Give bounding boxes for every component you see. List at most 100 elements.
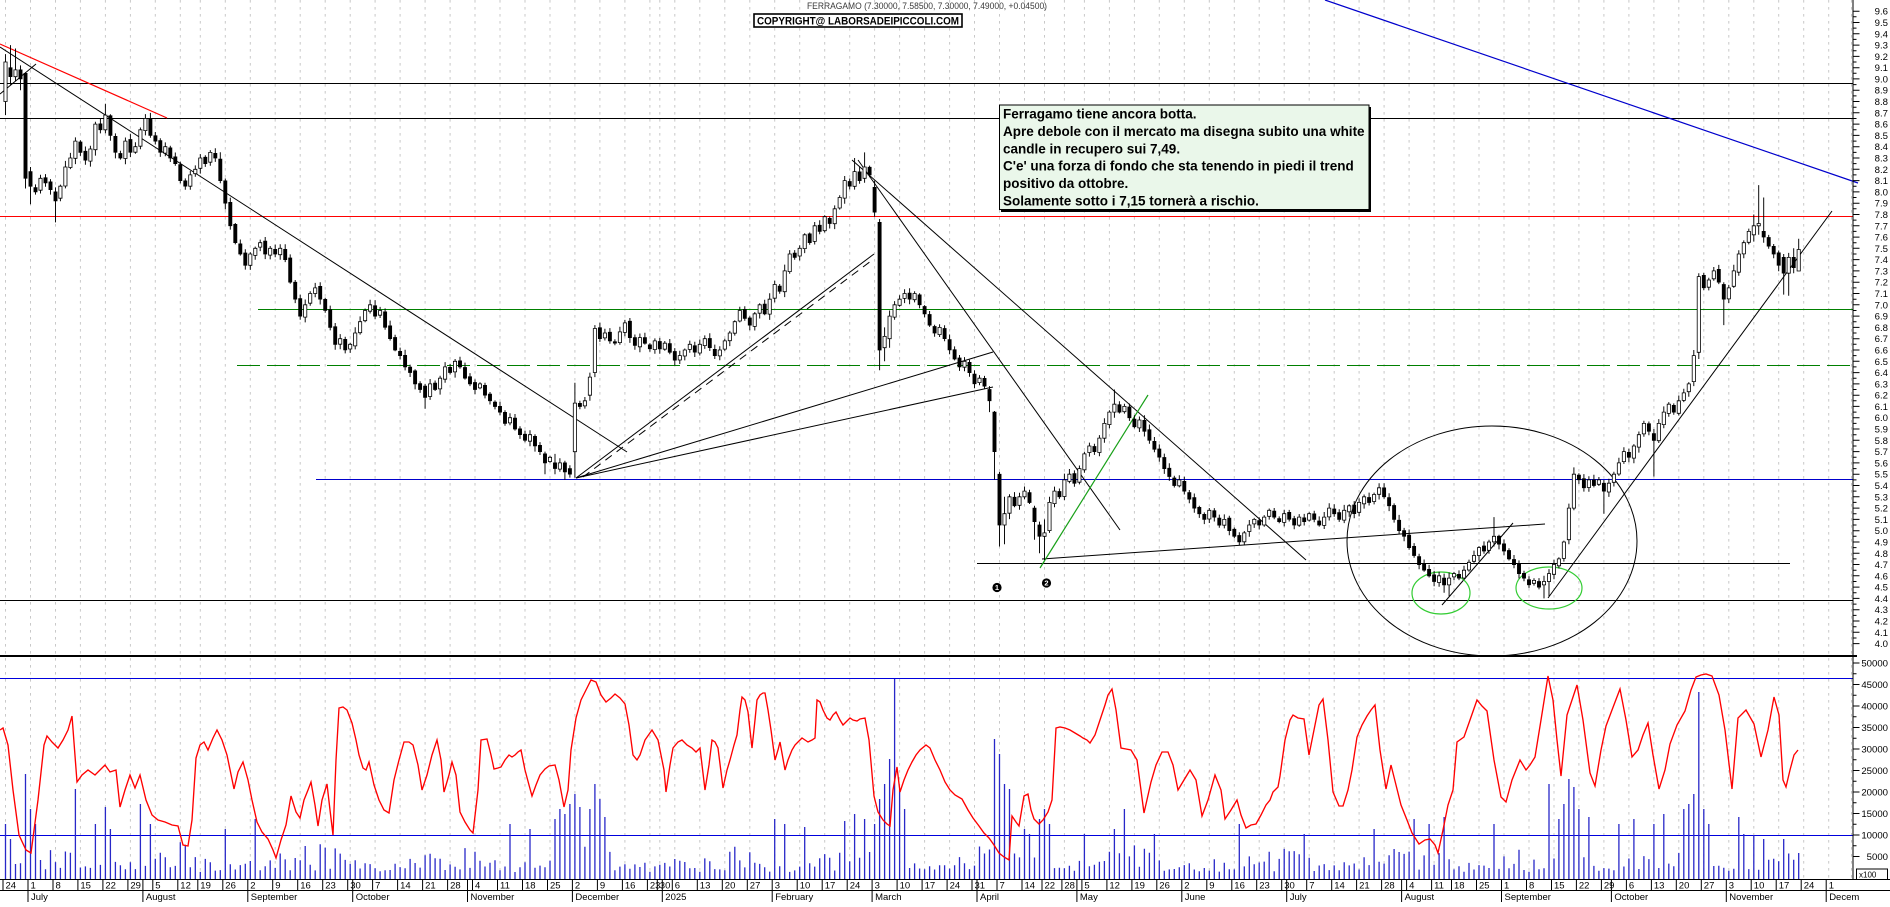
svg-text:C'e' una forza di fondo che st: C'e' una forza di fondo che sta tenendo …: [1003, 159, 1354, 174]
svg-text:4.1: 4.1: [1875, 628, 1888, 639]
svg-text:23: 23: [1259, 881, 1270, 892]
svg-text:22: 22: [1579, 881, 1590, 892]
svg-text:10: 10: [900, 881, 911, 892]
svg-text:December: December: [575, 892, 619, 902]
svg-text:9: 9: [600, 881, 605, 892]
svg-text:27: 27: [750, 881, 761, 892]
svg-text:8.9: 8.9: [1875, 86, 1888, 97]
svg-text:6.2: 6.2: [1875, 391, 1888, 402]
svg-text:16: 16: [300, 881, 311, 892]
svg-text:6.0: 6.0: [1875, 413, 1888, 424]
svg-text:6.8: 6.8: [1875, 323, 1888, 334]
svg-text:4.4: 4.4: [1875, 594, 1889, 605]
svg-text:6.3: 6.3: [1875, 379, 1888, 390]
svg-text:4: 4: [475, 881, 480, 892]
svg-text:6.6: 6.6: [1875, 346, 1888, 357]
svg-text:45000: 45000: [1861, 680, 1888, 691]
svg-text:6: 6: [675, 881, 680, 892]
svg-text:7: 7: [1000, 881, 1005, 892]
svg-text:4.5: 4.5: [1875, 583, 1888, 594]
svg-text:Apre debole con il mercato ma: Apre debole con il mercato ma disegna su…: [1003, 124, 1365, 139]
svg-text:7.8: 7.8: [1875, 210, 1888, 221]
svg-text:28: 28: [1384, 881, 1395, 892]
svg-text:February: February: [775, 892, 813, 902]
svg-text:9.6: 9.6: [1875, 7, 1888, 18]
svg-text:19: 19: [1134, 881, 1145, 892]
svg-text:18: 18: [1454, 881, 1465, 892]
svg-text:Ferragamo tiene ancora botta.: Ferragamo tiene ancora botta.: [1003, 107, 1197, 122]
svg-text:23: 23: [650, 881, 661, 892]
svg-text:5.2: 5.2: [1875, 504, 1888, 515]
svg-text:13: 13: [1654, 881, 1665, 892]
svg-text:6.7: 6.7: [1875, 334, 1888, 345]
svg-text:positivo da ottobre.: positivo da ottobre.: [1003, 176, 1128, 191]
svg-text:6.5: 6.5: [1875, 357, 1888, 368]
svg-text:22: 22: [1045, 881, 1056, 892]
svg-text:20: 20: [1679, 881, 1690, 892]
svg-text:30: 30: [660, 881, 671, 892]
svg-text:COPYRIGHT@ LABORSADEIPICCOLI.C: COPYRIGHT@ LABORSADEIPICCOLI.COM: [757, 16, 959, 28]
svg-text:4.9: 4.9: [1875, 538, 1888, 549]
svg-text:8.4: 8.4: [1875, 142, 1889, 153]
svg-text:7.5: 7.5: [1875, 244, 1888, 255]
svg-text:15000: 15000: [1861, 809, 1888, 820]
svg-text:13: 13: [700, 881, 711, 892]
svg-text:25000: 25000: [1861, 766, 1888, 777]
svg-text:24: 24: [1804, 881, 1815, 892]
svg-text:November: November: [1729, 892, 1773, 902]
svg-text:2: 2: [575, 881, 580, 892]
svg-text:5.9: 5.9: [1875, 425, 1888, 436]
svg-text:1: 1: [1829, 881, 1834, 892]
svg-text:5.0: 5.0: [1875, 526, 1888, 537]
svg-text:2: 2: [1044, 579, 1048, 588]
svg-text:19: 19: [200, 881, 211, 892]
svg-text:September: September: [1505, 892, 1551, 902]
svg-text:7.7: 7.7: [1875, 221, 1888, 232]
svg-text:28: 28: [1064, 881, 1075, 892]
svg-text:17: 17: [825, 881, 836, 892]
svg-text:16: 16: [625, 881, 636, 892]
svg-text:May: May: [1080, 892, 1098, 902]
svg-text:4.3: 4.3: [1875, 605, 1888, 616]
svg-text:14: 14: [400, 881, 411, 892]
svg-text:7.9: 7.9: [1875, 199, 1888, 210]
svg-text:24: 24: [850, 881, 861, 892]
svg-text:April: April: [980, 892, 999, 902]
svg-text:9.4: 9.4: [1875, 29, 1889, 40]
svg-text:25: 25: [1479, 881, 1490, 892]
svg-text:10: 10: [1754, 881, 1765, 892]
svg-text:26: 26: [225, 881, 236, 892]
svg-text:20: 20: [725, 881, 736, 892]
svg-text:24: 24: [6, 881, 17, 892]
svg-text:9.5: 9.5: [1875, 18, 1888, 29]
svg-text:Decem: Decem: [1829, 892, 1859, 902]
svg-text:2: 2: [250, 881, 255, 892]
svg-text:7: 7: [375, 881, 380, 892]
svg-text:25: 25: [550, 881, 561, 892]
svg-text:8.6: 8.6: [1875, 120, 1888, 131]
svg-text:29: 29: [130, 881, 141, 892]
svg-text:30000: 30000: [1861, 745, 1888, 756]
svg-text:1: 1: [1504, 881, 1509, 892]
svg-text:July: July: [1290, 892, 1307, 902]
svg-text:October: October: [356, 892, 390, 902]
svg-text:November: November: [471, 892, 515, 902]
svg-text:14: 14: [1334, 881, 1345, 892]
svg-text:Solamente sotto i 7,15 tornerà: Solamente sotto i 7,15 tornerà a rischio…: [1003, 194, 1259, 209]
svg-text:3: 3: [1729, 881, 1734, 892]
svg-text:21: 21: [425, 881, 436, 892]
svg-text:August: August: [1405, 892, 1435, 902]
svg-text:29: 29: [1604, 881, 1615, 892]
svg-text:40000: 40000: [1861, 702, 1888, 713]
svg-text:16: 16: [1234, 881, 1245, 892]
svg-text:4.8: 4.8: [1875, 549, 1888, 560]
svg-text:4: 4: [1409, 881, 1414, 892]
svg-text:12: 12: [180, 881, 191, 892]
svg-text:9: 9: [275, 881, 280, 892]
svg-text:1: 1: [31, 881, 36, 892]
svg-text:6.1: 6.1: [1875, 402, 1888, 413]
svg-text:17: 17: [1779, 881, 1790, 892]
svg-text:8.2: 8.2: [1875, 165, 1888, 176]
svg-text:27: 27: [1704, 881, 1715, 892]
svg-text:7.1: 7.1: [1875, 289, 1888, 300]
